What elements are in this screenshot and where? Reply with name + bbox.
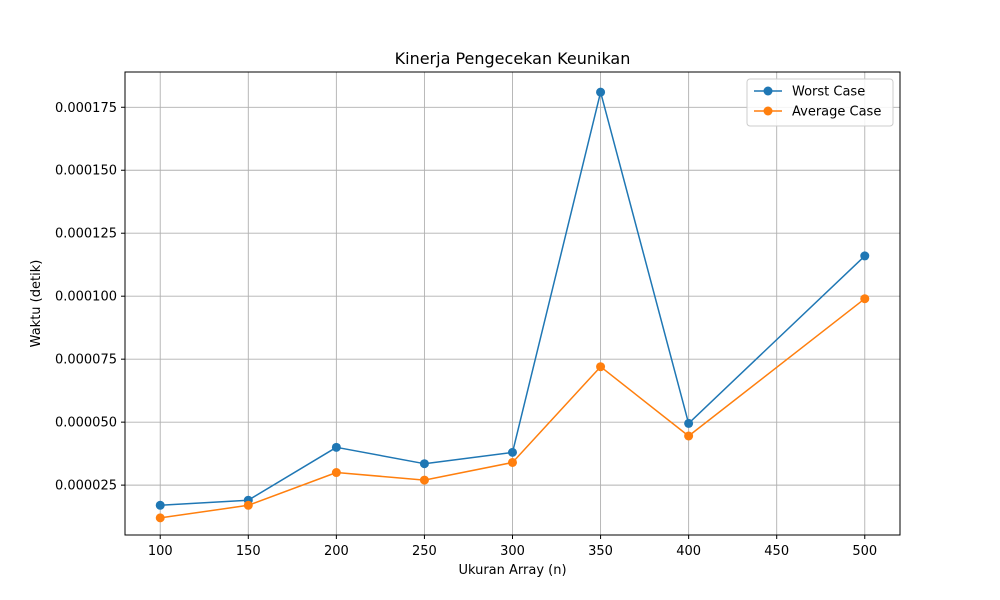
- legend-marker-average-case: [763, 106, 773, 116]
- y-tick-label: 0.000075: [55, 353, 117, 368]
- data-point-worst-case: [419, 459, 429, 469]
- data-point-average-case: [508, 457, 517, 467]
- y-tick-label: 0.000150: [55, 164, 117, 179]
- axis-ticks: 100 150 200 250 300 350 400 450 500 0.000025 0.000…: [55, 101, 877, 559]
- x-tick-label: 100: [148, 544, 173, 559]
- series-layer: [155, 87, 870, 523]
- x-tick-label: 300: [500, 544, 525, 559]
- y-tick-label: 0.000100: [55, 290, 117, 305]
- y-axis-label: Waktu (detik): [29, 260, 44, 348]
- data-point-average-case: [419, 475, 429, 485]
- series-line-worst-case: [160, 91, 866, 507]
- data-point-average-case: [684, 431, 694, 441]
- x-axis-label: Ukuran Array (n): [458, 563, 566, 578]
- legend-label-worst-case: Worst Case: [792, 85, 865, 100]
- y-tick-label: 0.000025: [55, 479, 117, 494]
- legend-label-average-case: Average Case: [792, 105, 881, 120]
- data-point-worst-case: [596, 87, 606, 97]
- x-tick-label: 200: [324, 544, 349, 559]
- y-tick-label: 0.000050: [55, 416, 117, 431]
- x-tick-label: 150: [236, 544, 261, 559]
- data-point-average-case: [243, 500, 253, 510]
- data-point-average-case: [860, 294, 870, 304]
- chart-title: Kinerja Pengecekan Keunikan: [395, 49, 631, 68]
- x-tick-label: 250: [412, 544, 437, 559]
- data-point-average-case: [155, 513, 165, 523]
- y-tick-label: 0.000125: [55, 227, 117, 242]
- legend-box: [746, 78, 894, 127]
- x-tick-label: 400: [676, 544, 701, 559]
- grid: [125, 72, 900, 535]
- x-tick-label: 350: [588, 544, 613, 559]
- data-point-average-case: [331, 468, 341, 478]
- data-point-worst-case: [860, 251, 870, 261]
- data-point-worst-case: [331, 442, 341, 452]
- data-point-worst-case: [508, 447, 517, 457]
- data-point-worst-case: [684, 418, 694, 428]
- series-line-average-case: [160, 298, 866, 519]
- legend: Worst Case Average Case: [746, 78, 894, 127]
- legend-marker-worst-case: [763, 86, 773, 96]
- y-tick-label: 0.000175: [55, 101, 117, 116]
- x-tick-label: 450: [764, 544, 789, 559]
- data-point-average-case: [596, 362, 606, 372]
- data-point-worst-case: [155, 500, 165, 510]
- x-tick-label: 500: [852, 544, 877, 559]
